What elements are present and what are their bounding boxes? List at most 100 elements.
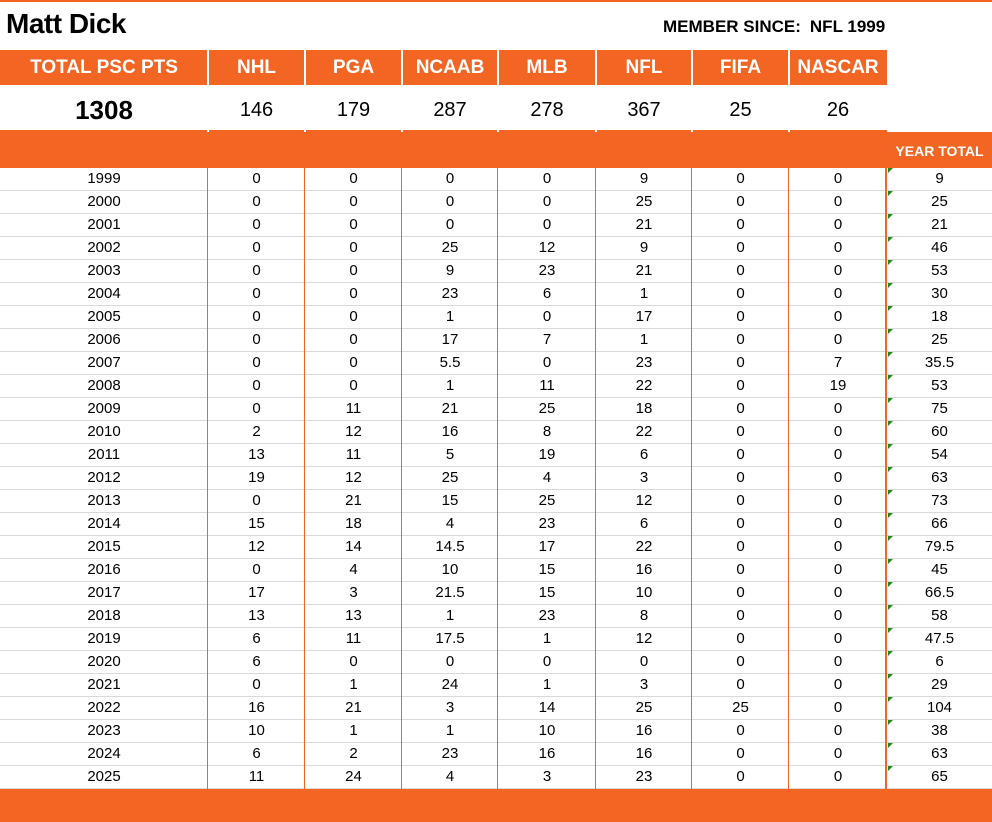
cell-mlb: 23: [538, 262, 556, 279]
cell-year: 2013: [87, 492, 121, 509]
cell-ncaab: 3: [445, 699, 455, 716]
cell-mlb: 11: [539, 377, 555, 394]
cell-nhl: 13: [248, 446, 265, 463]
cell-nhl: 0: [252, 170, 261, 187]
cell-ncaab: 1: [445, 722, 455, 739]
cell-fifa: 0: [736, 768, 745, 785]
cell-nhl: 0: [252, 216, 261, 233]
cell-year: 2022: [87, 699, 121, 716]
member-since: MEMBER SINCE: NFL 1999: [663, 17, 885, 37]
cell-nhl: 0: [252, 331, 261, 348]
cell-pga: 18: [345, 515, 362, 532]
cell-pga: 0: [349, 331, 358, 348]
cell-mlb: 15: [538, 561, 556, 578]
cell-nfl: 23: [635, 354, 653, 371]
cell-fifa: 0: [736, 745, 745, 762]
formula-indicator-icon: [888, 444, 893, 449]
cell-nhl: 0: [252, 492, 261, 509]
cell-nascar: 0: [833, 400, 843, 417]
cell-fifa: 0: [736, 239, 745, 256]
header-divider: [497, 50, 499, 132]
table-row: 2025 11 24 4 3 23 0 0 65: [0, 766, 992, 789]
cell-nfl: 16: [635, 561, 653, 578]
cell-mlb: 3: [542, 768, 552, 785]
cell-nhl: 0: [252, 193, 261, 210]
cell-pga: 0: [349, 262, 358, 279]
cell-year: 2025: [87, 768, 121, 785]
cell-year-total: 65: [931, 768, 948, 785]
table-row: 2015 12 14 14.5 17 22 0 0 79.5: [0, 536, 992, 559]
table-row: 2018 13 13 1 23 8 0 0 58: [0, 605, 992, 628]
table-row: 2014 15 18 4 23 6 0 0 66: [0, 513, 992, 536]
cell-year: 2000: [87, 193, 121, 210]
yearly-points-table: 1999 0 0 0 0 9 0 0 9 2000 0 0 0 0 25 0 0 25 2001 0 0 0 0 21 0 0 21…: [0, 168, 992, 789]
cell-mlb: 15: [538, 584, 556, 601]
cell-nfl: 16: [635, 745, 653, 762]
cell-year: 2006: [87, 331, 121, 348]
cell-pga: 2: [349, 745, 358, 762]
cell-nascar: 0: [833, 492, 843, 509]
cell-mlb: 12: [538, 239, 556, 256]
cell-ncaab: 10: [441, 561, 459, 578]
cell-pga: 0: [349, 377, 358, 394]
table-row: 2009 0 11 21 25 18 0 0 75: [0, 398, 992, 421]
cell-pga: 1: [349, 722, 358, 739]
cell-fifa: 0: [736, 170, 745, 187]
cell-nascar: 0: [833, 469, 843, 486]
cell-ncaab: 1: [445, 607, 455, 624]
cell-year: 2024: [87, 745, 121, 762]
cell-nhl: 0: [252, 262, 261, 279]
cell-fifa: 0: [736, 492, 745, 509]
cell-nfl: 1: [639, 285, 649, 302]
cell-nhl: 15: [248, 515, 265, 532]
formula-indicator-icon: [888, 375, 893, 380]
cell-fifa: 0: [736, 423, 745, 440]
cell-mlb: 6: [542, 285, 552, 302]
cell-fifa: 0: [736, 653, 745, 670]
cell-pga: 11: [345, 630, 362, 647]
cell-nfl: 25: [635, 699, 653, 716]
cell-nfl: 22: [635, 423, 653, 440]
formula-indicator-icon: [888, 260, 893, 265]
cell-nfl: 9: [639, 239, 649, 256]
cell-ncaab: 25: [441, 469, 459, 486]
cell-nfl: 3: [639, 676, 649, 693]
column-divider: [788, 168, 789, 789]
cell-ncaab: 5: [445, 446, 455, 463]
cell-mlb: 1: [542, 676, 552, 693]
formula-indicator-icon: [888, 697, 893, 702]
cell-nfl: 10: [635, 584, 653, 601]
table-row: 2003 0 0 9 23 21 0 0 53: [0, 260, 992, 283]
formula-indicator-icon: [888, 743, 893, 748]
header-nhl: NHL: [236, 57, 277, 78]
header-divider: [788, 50, 790, 132]
cell-ncaab: 16: [441, 423, 459, 440]
total-nfl-value: 367: [627, 99, 661, 121]
cell-fifa: 0: [736, 630, 745, 647]
cell-year: 2015: [87, 538, 121, 555]
cell-fifa: 0: [736, 193, 745, 210]
cell-mlb: 23: [538, 515, 556, 532]
table-row: 2020 6 0 0 0 0 0 0 6: [0, 651, 992, 674]
formula-indicator-icon: [888, 467, 893, 472]
cell-fifa: 0: [736, 285, 745, 302]
table-row: 2002 0 0 25 12 9 0 0 46: [0, 237, 992, 260]
cell-nfl: 25: [635, 193, 653, 210]
cell-nhl: 6: [252, 745, 261, 762]
cell-mlb: 25: [538, 400, 556, 417]
table-row: 2024 6 2 23 16 16 0 0 63: [0, 743, 992, 766]
total-nascar-value: 26: [826, 99, 850, 121]
cell-year: 2017: [87, 584, 121, 601]
cell-year: 1999: [87, 170, 121, 187]
cell-nfl: 21: [635, 262, 653, 279]
total-psc-pts-value: 1308: [75, 95, 133, 125]
cell-year: 2007: [87, 354, 121, 371]
cell-ncaab: 21.5: [435, 584, 465, 601]
cell-year: 2010: [87, 423, 121, 440]
table-row: 2022 16 21 3 14 25 25 0 104: [0, 697, 992, 720]
cell-nascar: 0: [833, 239, 843, 256]
formula-indicator-icon: [888, 398, 893, 403]
cell-fifa: 0: [736, 469, 745, 486]
cell-year-total: 63: [931, 745, 948, 762]
cell-mlb: 25: [538, 492, 556, 509]
